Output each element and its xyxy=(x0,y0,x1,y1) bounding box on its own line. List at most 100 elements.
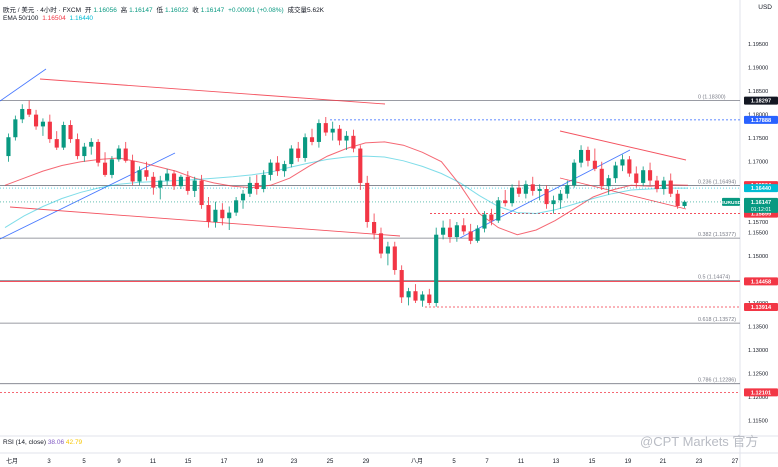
time-tick: 21 xyxy=(660,459,667,465)
candle xyxy=(89,141,94,147)
candle xyxy=(668,180,673,194)
time-tick: 八月 xyxy=(411,458,423,465)
rsi-ma-value: 42.79 xyxy=(65,439,83,446)
ema-legend[interactable]: EMA 50/100 1.16504 1.16440 xyxy=(3,15,95,22)
candle xyxy=(378,233,384,254)
candle xyxy=(96,141,101,163)
fib-level-label: 0.786 (1.12286) xyxy=(698,378,736,384)
trend-line xyxy=(39,78,386,105)
candle xyxy=(171,173,177,187)
time-tick: 11 xyxy=(518,459,525,465)
low-value: 1.16022 xyxy=(164,7,189,14)
ema50-value: 1.16504 xyxy=(42,15,66,22)
price-label-text: 1.12101 xyxy=(751,390,771,396)
price-tick: 1.13500 xyxy=(748,325,768,331)
current-price-text: 1.16147 xyxy=(751,200,771,206)
candle xyxy=(268,162,273,175)
time-tick: 25 xyxy=(327,459,334,465)
price-tick: 1.19000 xyxy=(748,66,768,72)
candle xyxy=(482,214,487,229)
candle xyxy=(13,119,18,138)
candle xyxy=(565,185,570,194)
candle xyxy=(441,227,446,235)
candle xyxy=(289,148,294,165)
candle xyxy=(54,139,59,148)
candle xyxy=(365,182,370,222)
candle xyxy=(620,159,625,166)
time-tick: 5 xyxy=(82,459,86,465)
candle xyxy=(544,189,549,205)
candle xyxy=(344,135,349,141)
candle xyxy=(199,180,204,206)
candle xyxy=(613,165,618,179)
rsi-legend[interactable]: RSI (14, close) 38.06 42.79 xyxy=(3,439,82,446)
symbol-title[interactable]: 欧元 / 美元 · 4小时 · FXCM xyxy=(3,7,81,14)
price-label xyxy=(744,184,778,193)
low-label: 低 xyxy=(156,7,163,14)
candle xyxy=(116,148,121,160)
price-tick: 1.15700 xyxy=(748,220,768,226)
price-label-text: 1.13914 xyxy=(751,305,772,311)
currency-label: USD xyxy=(758,4,772,11)
candle xyxy=(399,270,404,298)
change-value: +0.00091 (+0.08%) xyxy=(228,7,284,14)
price-axis[interactable]: 1.19500 1.19000 1.18500 1.18000 1.17500 1.170… xyxy=(721,42,778,425)
current-price-label xyxy=(744,197,778,213)
symbol-header: 欧元 / 美元 · 4小时 · FXCM 开 1.16056 高 1.16147 低… xyxy=(3,4,326,14)
candle xyxy=(213,209,218,222)
trend-line xyxy=(0,152,176,240)
candle xyxy=(27,108,32,115)
trend-line xyxy=(9,206,401,237)
candle xyxy=(385,246,390,254)
price-label xyxy=(744,115,778,124)
candle xyxy=(627,159,632,174)
fib-level-label: 0.382 (1.15377) xyxy=(698,232,736,238)
candle xyxy=(47,121,52,140)
candle xyxy=(337,128,342,141)
candle xyxy=(475,228,480,241)
candle xyxy=(227,212,232,219)
price-tick: 1.17500 xyxy=(748,136,768,142)
candle xyxy=(158,180,163,188)
symbol-tag-text: EURUSD xyxy=(721,200,742,206)
candle xyxy=(606,178,611,187)
candle xyxy=(523,184,528,194)
fib-level-label: 0.236 (1.16494) xyxy=(698,180,736,186)
candle xyxy=(447,227,453,238)
time-tick: 7 xyxy=(485,459,489,465)
candle xyxy=(682,201,687,206)
ema-label: EMA 50/100 xyxy=(3,15,39,22)
candle xyxy=(675,193,680,206)
ema100-line xyxy=(4,155,688,229)
time-tick: 9 xyxy=(117,459,121,465)
price-label-text: 1.16440 xyxy=(751,186,771,192)
close-value: 1.16147 xyxy=(200,7,225,14)
time-axis[interactable]: 七月 3 5 9 11 15 17 19 23 25 29 八月 5 7 11 13 15 19 21 23 27 xyxy=(6,457,739,465)
candle xyxy=(261,174,266,190)
time-tick: 23 xyxy=(291,459,298,465)
candle xyxy=(454,225,459,238)
open-label: 开 xyxy=(84,7,92,14)
time-tick: 七月 xyxy=(6,457,18,465)
candle xyxy=(151,176,156,188)
candle xyxy=(296,148,301,158)
candle xyxy=(206,205,211,222)
candle xyxy=(468,231,473,241)
fib-level-label: 0.618 (1.13572) xyxy=(698,317,736,323)
price-tick: 1.18500 xyxy=(748,89,768,95)
candle xyxy=(592,160,597,169)
high-label: 高 xyxy=(120,7,128,14)
candle xyxy=(102,162,108,175)
price-tick: 1.19500 xyxy=(748,42,768,48)
time-tick: 13 xyxy=(553,459,560,465)
candle xyxy=(40,121,46,127)
time-tick: 5 xyxy=(452,459,456,465)
candle xyxy=(641,170,646,183)
time-tick: 23 xyxy=(696,459,703,465)
price-label-text: 1.18297 xyxy=(751,99,771,105)
candle xyxy=(392,246,397,271)
time-tick: 27 xyxy=(732,459,739,465)
candle xyxy=(254,182,259,190)
price-label-text: 1.15899 xyxy=(751,212,771,218)
